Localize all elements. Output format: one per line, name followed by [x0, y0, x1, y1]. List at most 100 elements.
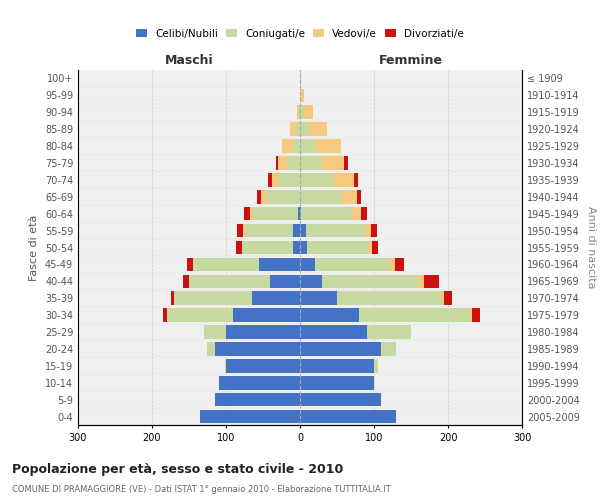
Bar: [271, 274, 300, 288]
Bar: [243, 224, 245, 237]
Bar: [245, 224, 293, 237]
Bar: [472, 308, 480, 322]
Bar: [300, 72, 301, 85]
Bar: [341, 190, 357, 203]
Text: Femmine: Femmine: [379, 54, 443, 68]
Bar: [272, 173, 279, 186]
Bar: [189, 274, 271, 288]
Bar: [300, 122, 309, 136]
Bar: [352, 207, 361, 220]
Bar: [374, 359, 378, 372]
Bar: [163, 308, 167, 322]
Y-axis label: Fasce di età: Fasce di età: [29, 214, 39, 280]
Bar: [300, 393, 382, 406]
Bar: [250, 207, 253, 220]
Bar: [361, 207, 367, 220]
Bar: [372, 240, 378, 254]
Bar: [418, 274, 424, 288]
Bar: [183, 274, 189, 288]
Y-axis label: Anni di nascita: Anni di nascita: [586, 206, 596, 289]
Bar: [299, 106, 300, 119]
Bar: [300, 190, 341, 203]
Bar: [424, 274, 439, 288]
Bar: [301, 207, 352, 220]
Bar: [300, 240, 307, 254]
Bar: [440, 292, 444, 305]
Bar: [300, 88, 301, 102]
Bar: [233, 308, 300, 322]
Bar: [382, 342, 396, 355]
Bar: [304, 106, 313, 119]
Bar: [300, 410, 396, 424]
Bar: [277, 156, 278, 170]
Bar: [395, 258, 404, 271]
Bar: [300, 156, 322, 170]
Bar: [278, 156, 287, 170]
Bar: [337, 292, 440, 305]
Bar: [257, 190, 261, 203]
Bar: [300, 342, 382, 355]
Text: Popolazione per età, sesso e stato civile - 2010: Popolazione per età, sesso e stato civil…: [12, 462, 343, 475]
Bar: [252, 292, 300, 305]
Bar: [300, 359, 374, 372]
Bar: [300, 224, 306, 237]
Bar: [300, 106, 304, 119]
Bar: [174, 292, 252, 305]
Bar: [193, 258, 259, 271]
Bar: [226, 359, 300, 372]
Legend: Celibi/Nubili, Coniugati/e, Vedovi/e, Divorziati/e: Celibi/Nubili, Coniugati/e, Vedovi/e, Di…: [133, 26, 467, 42]
Bar: [167, 308, 233, 322]
Bar: [293, 224, 300, 237]
Bar: [334, 173, 354, 186]
Bar: [293, 140, 300, 153]
Bar: [300, 308, 359, 322]
Bar: [218, 376, 300, 390]
Bar: [301, 88, 304, 102]
Bar: [297, 106, 299, 119]
Bar: [253, 207, 298, 220]
Bar: [268, 173, 272, 186]
Bar: [236, 240, 242, 254]
Bar: [306, 224, 365, 237]
Bar: [300, 292, 337, 305]
Bar: [322, 274, 418, 288]
Bar: [215, 393, 300, 406]
Bar: [300, 326, 367, 339]
Bar: [215, 342, 300, 355]
Bar: [322, 156, 344, 170]
Bar: [470, 308, 472, 322]
Bar: [300, 258, 315, 271]
Bar: [266, 190, 300, 203]
Bar: [208, 342, 215, 355]
Bar: [226, 326, 300, 339]
Bar: [357, 190, 361, 203]
Bar: [359, 308, 470, 322]
Bar: [200, 410, 300, 424]
Bar: [224, 359, 226, 372]
Bar: [259, 258, 300, 271]
Bar: [170, 292, 174, 305]
Bar: [204, 326, 226, 339]
Text: COMUNE DI PRAMAGGIORE (VE) - Dati ISTAT 1° gennaio 2010 - Elaborazione TUTTITALI: COMUNE DI PRAMAGGIORE (VE) - Dati ISTAT …: [12, 485, 391, 494]
Bar: [296, 122, 300, 136]
Bar: [300, 376, 374, 390]
Bar: [293, 240, 300, 254]
Bar: [307, 240, 368, 254]
Bar: [242, 240, 293, 254]
Bar: [287, 156, 300, 170]
Bar: [344, 156, 348, 170]
Bar: [281, 140, 293, 153]
Bar: [187, 258, 193, 271]
Bar: [309, 122, 328, 136]
Bar: [371, 224, 377, 237]
Bar: [290, 122, 296, 136]
Bar: [315, 140, 341, 153]
Bar: [368, 240, 372, 254]
Bar: [237, 224, 243, 237]
Bar: [367, 326, 411, 339]
Text: Maschi: Maschi: [164, 54, 214, 68]
Bar: [300, 274, 322, 288]
Bar: [300, 207, 301, 220]
Bar: [298, 207, 300, 220]
Bar: [300, 173, 334, 186]
